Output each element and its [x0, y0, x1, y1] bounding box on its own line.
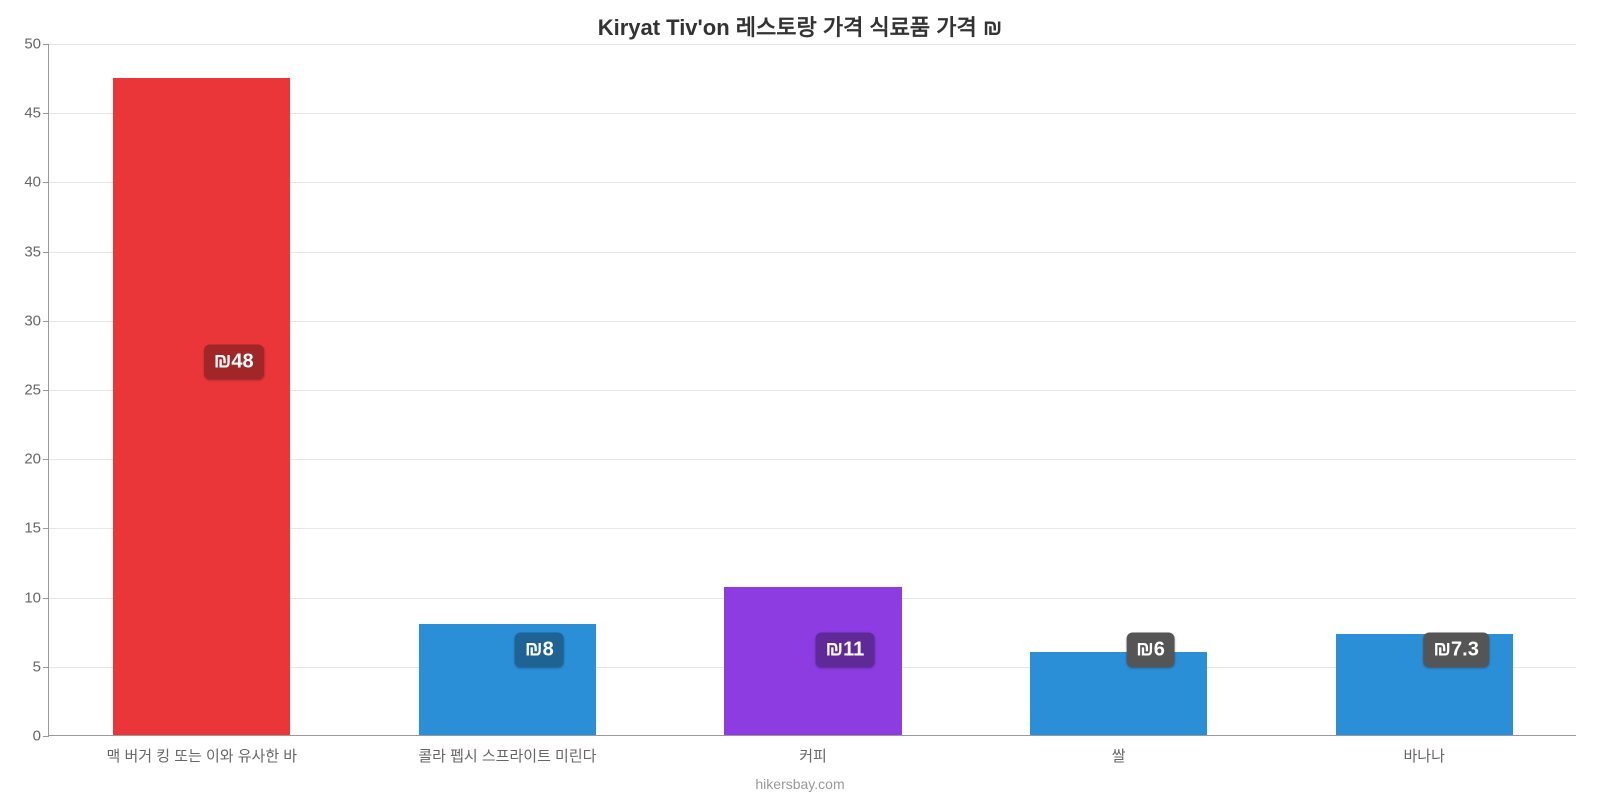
- ytick-label: 0: [33, 728, 49, 745]
- ytick-label: 15: [24, 520, 49, 537]
- chart-title: Kiryat Tiv'on 레스토랑 가격 식료품 가격 ₪: [0, 10, 1600, 42]
- xtick-label: 콜라 펩시 스프라이트 미린다: [418, 735, 596, 766]
- ytick-label: 30: [24, 312, 49, 329]
- ytick-label: 40: [24, 174, 49, 191]
- value-badge: ₪8: [515, 633, 564, 668]
- ytick-label: 35: [24, 243, 49, 260]
- xtick-label: 맥 버거 킹 또는 이와 유사한 바: [106, 735, 297, 766]
- value-badge: ₪7.3: [1423, 633, 1488, 668]
- ytick-label: 25: [24, 382, 49, 399]
- bar: [419, 624, 596, 735]
- ytick-label: 5: [33, 658, 49, 675]
- xtick-label: 바나나: [1403, 735, 1444, 766]
- gridline: [49, 44, 1576, 45]
- value-badge: ₪11: [815, 633, 874, 668]
- ytick-label: 50: [24, 36, 49, 53]
- value-badge: ₪6: [1126, 633, 1175, 668]
- bar: [1030, 652, 1207, 735]
- bar: [724, 587, 901, 735]
- ytick-label: 20: [24, 451, 49, 468]
- plot-area: 05101520253035404550₪48맥 버거 킹 또는 이와 유사한 …: [48, 44, 1576, 736]
- credit-text: hikersbay.com: [0, 776, 1600, 792]
- bar: [113, 78, 290, 735]
- value-badge: ₪48: [204, 345, 264, 380]
- xtick-label: 커피: [799, 735, 827, 766]
- ytick-label: 10: [24, 589, 49, 606]
- chart-container: Kiryat Tiv'on 레스토랑 가격 식료품 가격 ₪ 051015202…: [0, 0, 1600, 800]
- ytick-label: 45: [24, 105, 49, 122]
- xtick-label: 쌀: [1112, 735, 1126, 766]
